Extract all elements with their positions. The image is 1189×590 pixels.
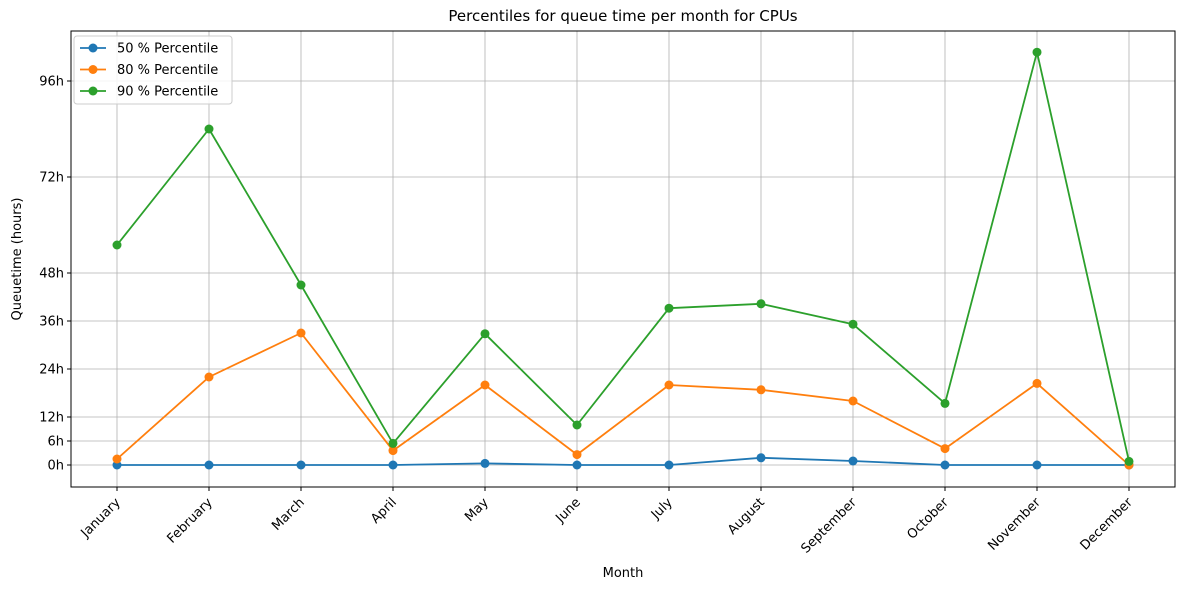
data-point: [296, 280, 306, 290]
y-tick-label: 96h: [39, 75, 64, 90]
x-axis-title: Month: [603, 566, 644, 581]
y-axis-title: Queuetime (hours): [10, 198, 25, 321]
y-tick-label: 24h: [39, 363, 64, 378]
x-tick-label: October: [904, 495, 952, 543]
x-tick-label: July: [648, 495, 676, 523]
legend-label: 90 % Percentile: [117, 85, 218, 100]
x-tick-label: August: [725, 495, 768, 538]
data-point: [848, 456, 858, 466]
x-tick-label: April: [368, 495, 400, 527]
x-tick-label: September: [798, 495, 860, 557]
legend-swatch-marker: [88, 43, 98, 53]
series-layer: [112, 47, 1134, 470]
x-tick-label: June: [552, 495, 583, 526]
data-point: [204, 460, 214, 470]
data-point: [1032, 378, 1042, 388]
series-line: [116, 51, 1130, 462]
legend: 50 % Percentile 80 % Percentile 90 % Perce…: [73, 35, 233, 105]
y-tick-label: 6h: [47, 435, 64, 450]
series-1: [112, 453, 1134, 470]
y-axis: 0h 6h 12h 24h 36h 48h 72h 96h: [39, 75, 71, 474]
data-point: [480, 329, 490, 339]
plot-frame: [70, 30, 1176, 488]
data-point: [1124, 456, 1134, 466]
series-line: [116, 332, 1130, 466]
y-tick-label: 12h: [39, 411, 64, 426]
data-point: [756, 453, 766, 463]
series-line: [117, 456, 1129, 466]
data-point: [572, 420, 582, 430]
data-point: [940, 460, 950, 470]
data-point: [664, 460, 674, 470]
data-point: [572, 460, 582, 470]
data-point: [296, 328, 306, 338]
data-point: [572, 450, 582, 460]
y-tick-label: 72h: [39, 171, 64, 186]
data-point: [848, 319, 858, 329]
data-point: [664, 303, 674, 313]
chart-title: Percentiles for queue time per month for…: [448, 7, 797, 25]
data-point: [296, 460, 306, 470]
data-point: [848, 396, 858, 406]
data-point: [1032, 47, 1042, 57]
data-point: [756, 385, 766, 395]
y-tick-label: 48h: [39, 267, 64, 282]
x-tick-label: May: [462, 495, 492, 525]
data-point: [1032, 460, 1042, 470]
data-point: [388, 438, 398, 448]
data-point: [204, 372, 214, 382]
data-point: [480, 458, 490, 468]
x-tick-label: December: [1078, 495, 1137, 554]
y-tick-label: 0h: [47, 459, 64, 474]
data-point: [388, 460, 398, 470]
data-point: [112, 454, 122, 464]
legend-entry: 90 % Percentile: [80, 85, 218, 100]
legend-swatch-marker: [88, 86, 98, 96]
x-tick-label: February: [164, 495, 216, 547]
x-tick-label: March: [269, 495, 308, 534]
x-tick-label: January: [78, 495, 124, 541]
legend-swatch-marker: [88, 65, 98, 74]
plot-area: [71, 31, 1175, 487]
series-3: [112, 47, 1134, 466]
legend-label: 80 % Percentile: [117, 63, 218, 78]
data-point: [388, 446, 398, 456]
data-point: [664, 380, 674, 390]
data-point: [480, 380, 490, 390]
legend-entry: 50 % Percentile: [80, 42, 218, 57]
data-point: [940, 444, 950, 454]
x-tick-label: November: [985, 495, 1044, 554]
data-point: [204, 124, 214, 134]
y-tick-label: 36h: [39, 315, 64, 330]
legend-box: [73, 35, 233, 105]
data-point: [112, 240, 122, 250]
legend-label: 50 % Percentile: [117, 42, 218, 57]
x-axis: January February March April May June July Augu…: [78, 487, 1137, 557]
legend-entry: 80 % Percentile: [80, 63, 218, 78]
data-point: [756, 299, 766, 309]
data-point: [940, 398, 950, 408]
